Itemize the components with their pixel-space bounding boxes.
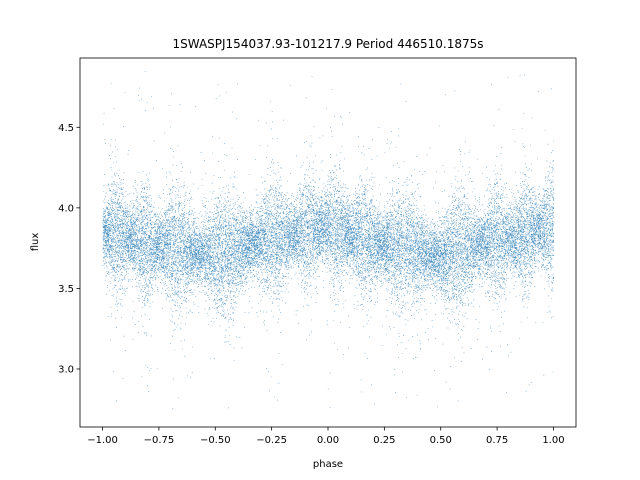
flux-points (102, 71, 555, 410)
x-tick-label: −0.25 (256, 435, 287, 446)
y-axis-label: flux (30, 233, 41, 252)
plot-frame (79, 57, 577, 428)
chart-title: 1SWASPJ154037.93-101217.9 Period 446510.… (172, 37, 483, 51)
scatter-points (102, 71, 555, 410)
y-tick-label: 3.0 (58, 364, 74, 375)
x-tick-label: 1.00 (542, 435, 564, 446)
x-tick-label: −0.50 (200, 435, 231, 446)
x-tick-label: 0.50 (430, 435, 452, 446)
y-tick-label: 4.5 (58, 123, 74, 134)
y-tick-label: 4.0 (58, 203, 74, 214)
x-axis-label: phase (313, 459, 343, 470)
x-tick-label: 0.25 (373, 435, 395, 446)
x-tick-label: −1.00 (87, 435, 118, 446)
x-tick-label: 0.00 (317, 435, 339, 446)
y-axis: 3.0 3.5 4.0 4.5 (58, 123, 80, 375)
x-tick-label: −0.75 (144, 435, 175, 446)
x-axis: −1.00 −0.75 −0.50 −0.25 0.00 0.25 0.50 0.75 1.00 (87, 427, 565, 446)
x-tick-label: 0.75 (486, 435, 508, 446)
y-tick-label: 3.5 (58, 284, 74, 295)
